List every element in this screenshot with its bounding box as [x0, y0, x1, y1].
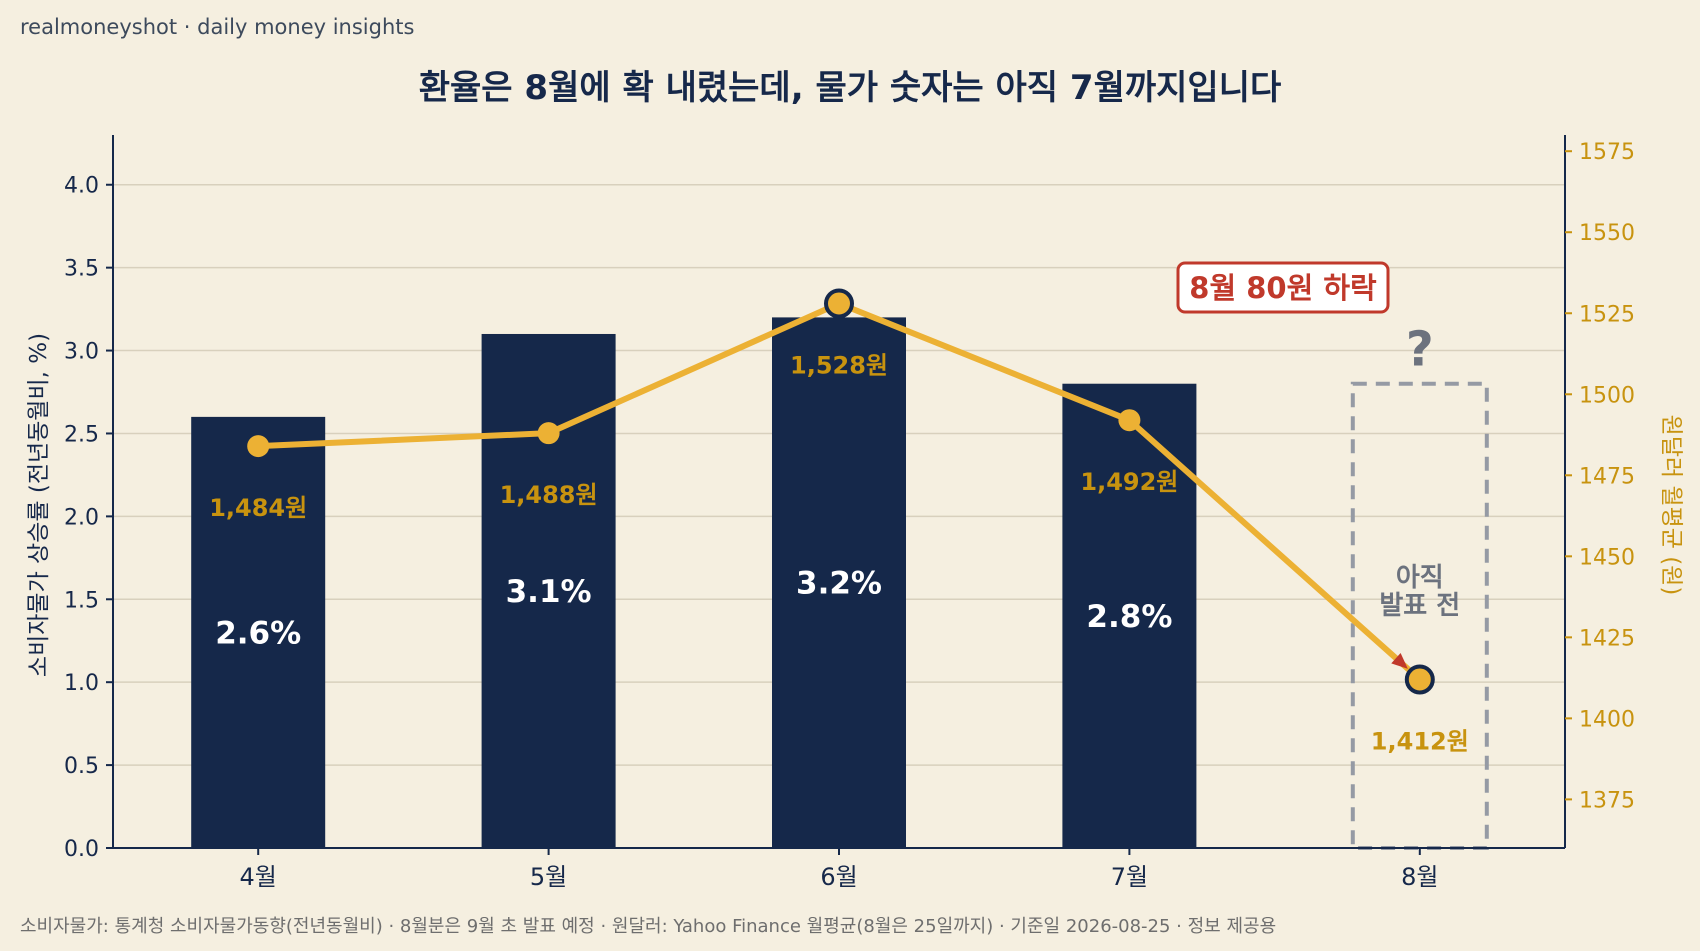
y-tick-label-left: 0.5	[64, 754, 99, 779]
y-tick-label-left: 0.0	[64, 837, 99, 862]
fx-label-4월: 1,484원	[209, 494, 307, 522]
y-tick-label-right: 1575	[1579, 140, 1635, 165]
pending-label-line2: 발표 전	[1379, 591, 1460, 621]
fx-label-5월: 1,488원	[500, 481, 598, 509]
fx-point-4월	[247, 435, 270, 458]
fx-point-6월	[824, 288, 854, 319]
y-tick-label-right: 1550	[1579, 221, 1635, 246]
y-tick-label-right: 1500	[1579, 383, 1635, 408]
source-note: 소비자물가: 통계청 소비자물가동향(전년동월비) · 8월분은 9월 초 발표…	[20, 916, 1276, 937]
bar-4월	[191, 416, 326, 848]
callout-text: 8월 80원 하락	[1189, 271, 1377, 305]
fx-label-8월: 1,412원	[1371, 727, 1469, 755]
x-tick-label-7월: 7월	[1111, 863, 1148, 891]
y-tick-label-left: 1.0	[64, 671, 99, 696]
bar-label-4월: 2.6%	[215, 615, 301, 651]
y-tick-label-right: 1400	[1579, 707, 1635, 732]
bar-label-5월: 3.1%	[506, 574, 592, 610]
y-tick-label-right: 1375	[1579, 788, 1635, 813]
y-tick-label-right: 1450	[1579, 545, 1635, 570]
y-tick-label-right: 1475	[1579, 464, 1635, 489]
bar-label-7월: 2.8%	[1086, 599, 1172, 635]
bar-label-6월: 3.2%	[796, 566, 882, 602]
y-axis-left-label: 소비자물가 상승률 (전년동월비, %)	[26, 333, 52, 677]
chart-title: 환율은 8월에 확 내렸는데, 물가 숫자는 아직 7월까지입니다	[419, 68, 1282, 108]
data-labels: 2.6% 3.1% 3.2% 2.8% 1,484원 1,488원 1,528원 1,492원…	[209, 352, 1469, 756]
y-tick-label-left: 2.5	[64, 422, 99, 447]
bar-5월	[481, 333, 616, 848]
fx-label-7월: 1,492원	[1080, 468, 1178, 496]
callout-box	[1176, 261, 1390, 314]
x-tick-label-8월: 8월	[1401, 863, 1438, 891]
x-tick-label-6월: 6월	[820, 863, 857, 891]
fx-label-6월: 1,528원	[790, 352, 888, 380]
x-tick-label-5월: 5월	[530, 863, 567, 891]
y-tick-label-left: 3.0	[64, 340, 99, 365]
y-tick-label-left: 2.0	[64, 505, 99, 530]
bar-6월	[772, 317, 906, 848]
y-tick-label-left: 1.5	[64, 588, 99, 613]
y-tick-label-right: 1525	[1579, 302, 1635, 327]
axes: 0.0 0.5 1.0 1.5 2.0 2.5 3.0 3.5 4.0 1375 1400 1425 1…	[64, 135, 1635, 891]
fx-point-8월	[1404, 664, 1435, 695]
pending-label-line1: 아직	[1396, 563, 1444, 593]
y-tick-label-right: 1425	[1579, 626, 1635, 651]
y-tick-label-left: 3.5	[64, 257, 99, 282]
fx-point-5월	[537, 422, 560, 445]
pending-question-mark: ?	[1406, 322, 1434, 378]
y-axis-right-label: 원달러 월평균 (원)	[1658, 415, 1684, 596]
x-tick-label-4월: 4월	[240, 863, 277, 891]
brand-text: realmoneyshot · daily money insights	[20, 15, 414, 39]
fx-line-group	[247, 288, 1435, 695]
callout-group: 8월 80원 하락	[1176, 261, 1390, 314]
y-tick-label-left: 4.0	[64, 174, 99, 199]
drop-arrow-head	[1391, 652, 1408, 669]
fx-point-7월	[1118, 409, 1141, 432]
bars	[191, 317, 1197, 848]
